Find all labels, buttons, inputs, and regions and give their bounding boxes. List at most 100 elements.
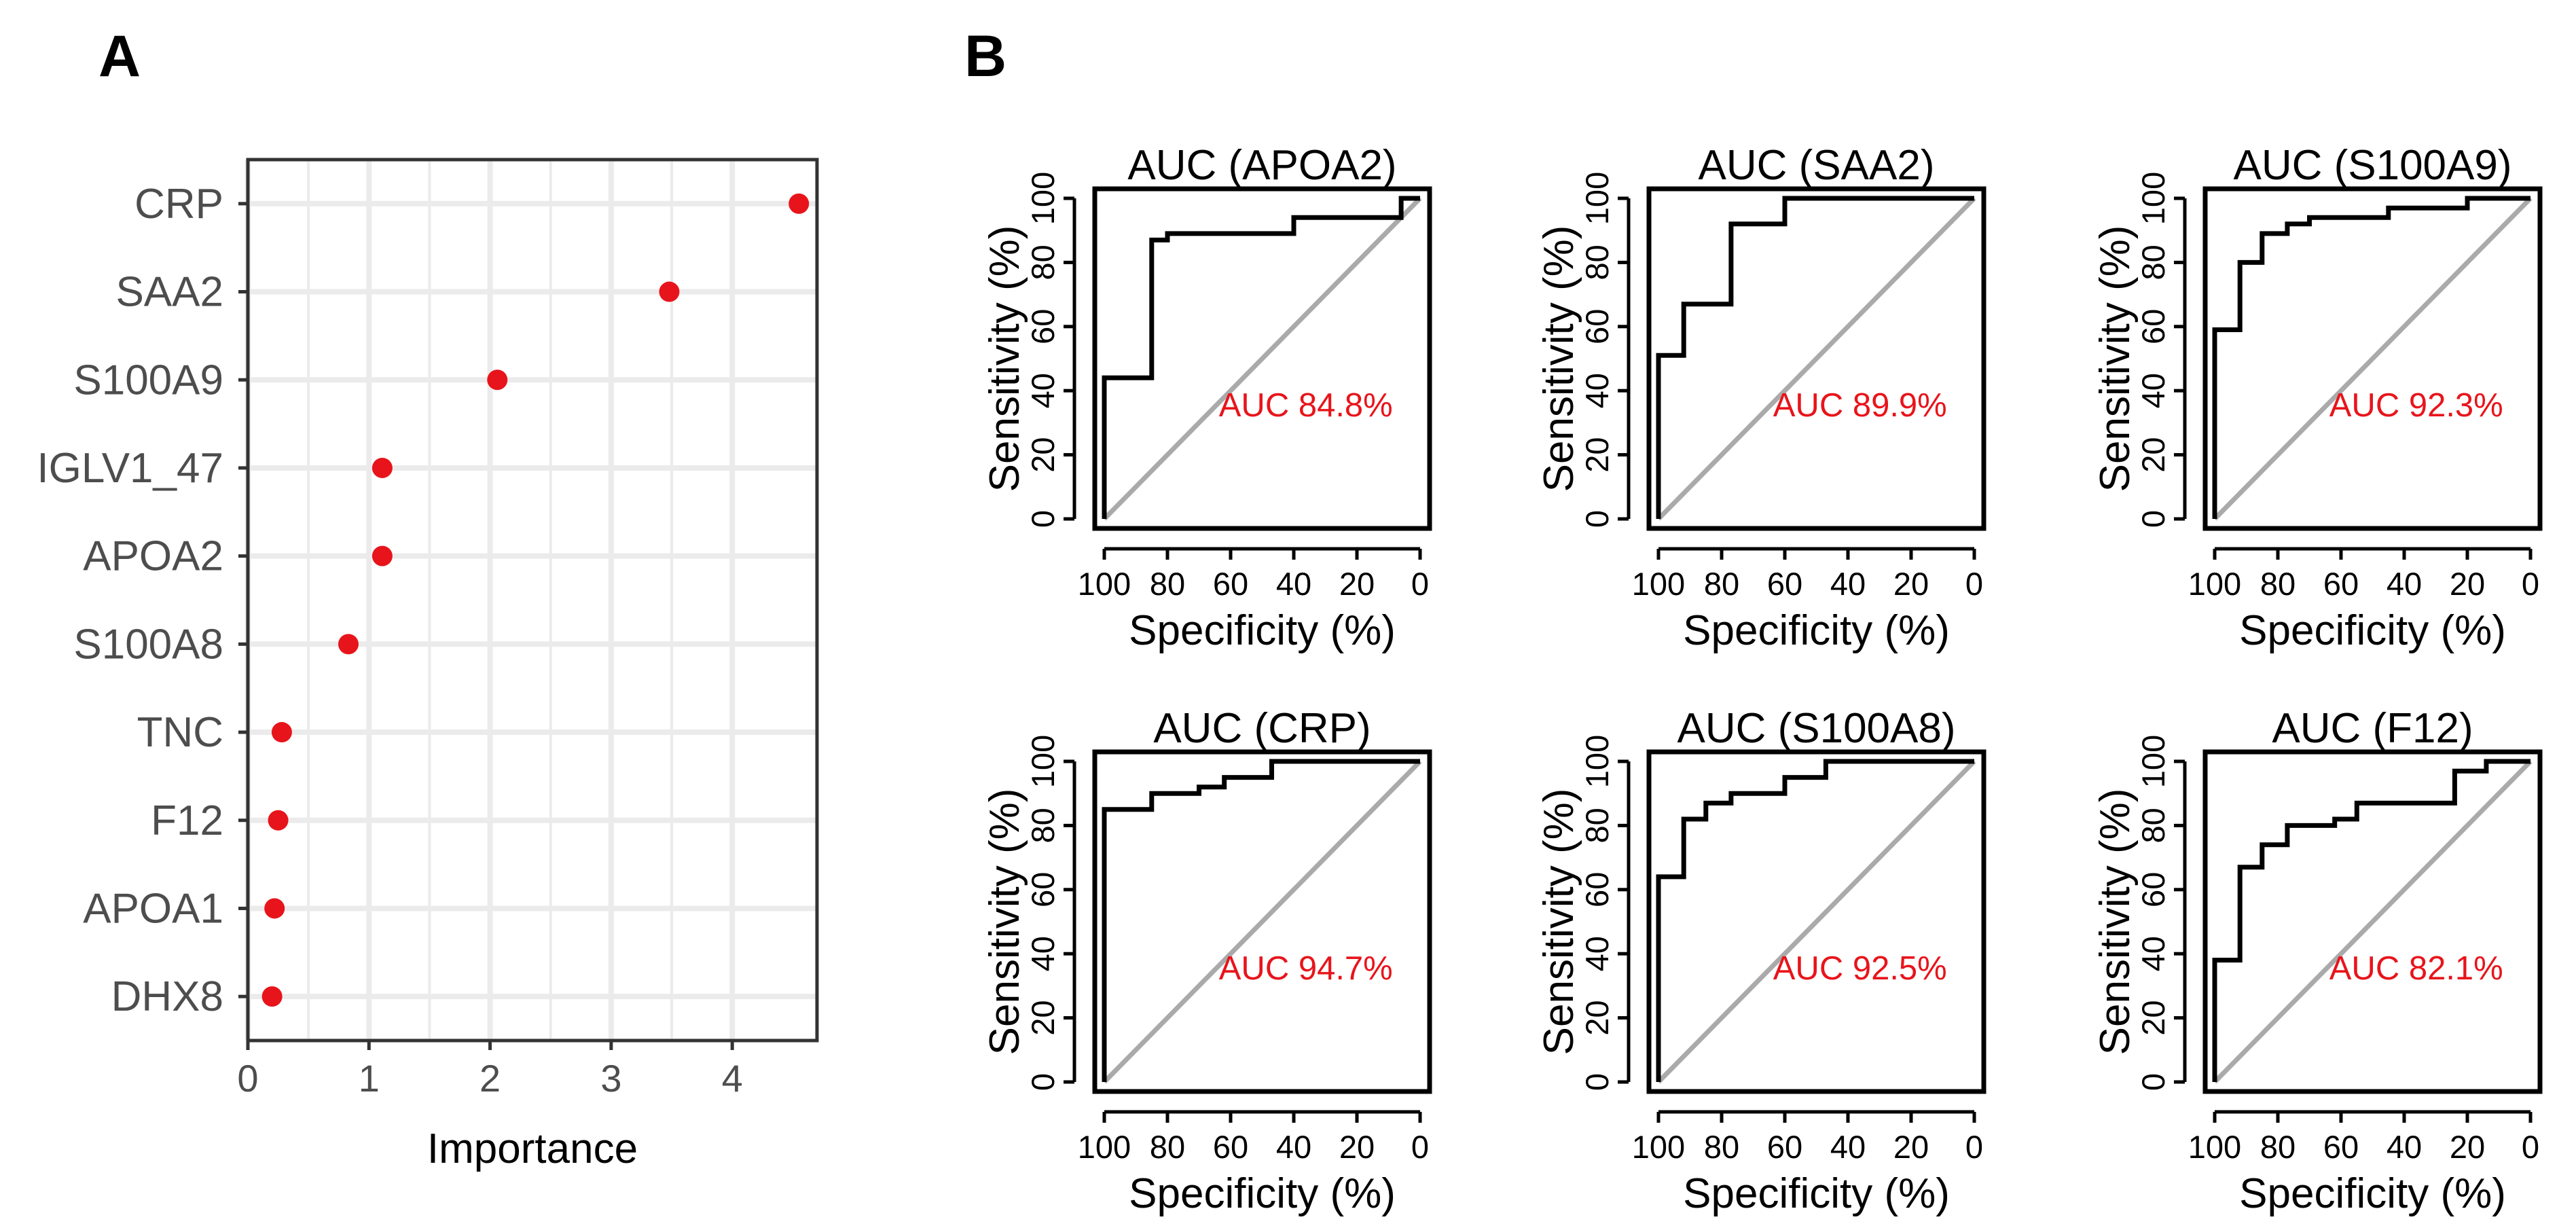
y-tick-label: 0 [1025,1073,1061,1091]
x-tick-label: 60 [2323,566,2359,602]
x-tick-label: 40 [1276,1129,1311,1165]
y-tick-label: 100 [2135,172,2171,225]
x-tick-label: 0 [237,1057,258,1100]
x-tick-label: 100 [2188,1129,2241,1165]
data-point [338,634,359,655]
x-tick-label: 20 [1339,1129,1375,1165]
y-axis-title: Sensitivity (%) [1536,789,1582,1055]
y-tick-label: 80 [2135,808,2171,843]
x-tick-label: 1 [359,1057,380,1100]
roc-curve-grid: AUC (APOA2)AUC 84.8%020406080100Sensitiv… [981,142,2543,1217]
plot-frame [1092,749,1432,1094]
x-tick-label: 40 [1276,566,1311,602]
x-tick-label: 20 [1893,1129,1929,1165]
y-axis-title: Sensitivity (%) [981,789,1028,1055]
y-tick-label: 20 [2135,437,2171,472]
x-tick-label: 40 [1830,566,1866,602]
y-tick-label: 20 [1025,437,1061,472]
y-tick-label: 60 [2135,872,2171,907]
auc-label: AUC 92.3% [2329,387,2503,424]
roc-curve [1102,759,1420,1082]
y-tick-label: 20 [2135,1000,2171,1035]
auc-label: AUC 84.8% [1219,387,1393,424]
reference-diagonal [1656,759,1976,1084]
reference-diagonal [1102,759,1422,1084]
roc-curve [1656,759,1974,1082]
reference-diagonal [1102,196,1422,521]
x-tick-label: 100 [1078,1129,1131,1165]
plot-frame [2202,186,2543,531]
plot-area [248,160,817,1041]
y-tick-label: 20 [1579,437,1615,472]
reference-diagonal [2213,196,2533,521]
x-tick-label: 80 [1150,1129,1185,1165]
x-tick-label: 40 [1830,1129,1866,1165]
x-tick-label: 0 [1965,566,1983,602]
x-tick-label: 60 [2323,1129,2359,1165]
x-axis-title: Specificity (%) [2239,1170,2506,1217]
x-tick-label: 60 [1213,566,1248,602]
x-axis-title: Specificity (%) [1683,607,1950,654]
plot-frame [1646,186,1987,531]
y-axis-title: Sensitivity (%) [2092,789,2139,1055]
x-tick-label: 80 [1150,566,1185,602]
x-tick-label: 40 [2387,1129,2422,1165]
y-tick-label: 100 [1025,172,1061,225]
subplot-title: AUC (APOA2) [1127,142,1396,189]
x-tick-label: 3 [600,1057,621,1100]
y-axis-title: Sensitivity (%) [1536,225,1582,492]
roc-subplot: AUC (CRP)AUC 94.7%020406080100Sensitivit… [981,705,1432,1217]
data-point [788,193,810,214]
x-axis-title: Specificity (%) [1129,607,1396,654]
panel-label-a: A [98,24,141,89]
x-tick-label: 0 [2522,1129,2539,1165]
y-tick-label: 20 [1579,1000,1615,1035]
y-tick-label: 0 [1025,510,1061,528]
x-tick-label: 0 [2522,566,2539,602]
subplot-title: AUC (SAA2) [1699,142,1935,189]
x-tick-label: 80 [1704,1129,1739,1165]
plot-frame [2202,749,2543,1094]
y-tick-label: 40 [1579,373,1615,408]
roc-subplot: AUC (SAA2)AUC 89.9%020406080100Sensitivi… [1536,142,1987,654]
y-tick-label: 40 [2135,936,2171,971]
y-tick-label: 20 [1025,1000,1061,1035]
x-tick-label: 40 [2387,566,2422,602]
x-axis-title: Importance [427,1125,638,1172]
auc-label: AUC 89.9% [1773,387,1947,424]
plot-frame [1092,186,1432,531]
data-point [371,457,393,478]
x-tick-label: 20 [2450,1129,2485,1165]
x-tick-label: 20 [1339,566,1375,602]
subplot-title: AUC (S100A9) [2233,142,2511,189]
data-point [268,810,289,831]
y-tick-label: 40 [1025,936,1061,971]
y-tick-label: APOA2 [83,533,223,580]
y-tick-label: 60 [2135,309,2171,344]
data-point [264,898,285,919]
plot-frame [1646,749,1987,1094]
panel-label-b: B [964,24,1006,89]
data-point [271,722,292,743]
x-axis-title: Specificity (%) [2239,607,2506,654]
y-tick-label: TNC [137,709,223,756]
y-tick-label: S100A8 [73,621,223,668]
y-tick-label: 0 [1579,1073,1615,1091]
x-tick-label: 100 [2188,566,2241,602]
x-tick-label: 100 [1632,1129,1685,1165]
auc-label: AUC 82.1% [2329,950,2503,987]
y-tick-label: 80 [1025,245,1061,280]
reference-diagonal [2213,759,2533,1084]
y-tick-label: 100 [1025,735,1061,788]
y-axis-title: Sensitivity (%) [2092,225,2139,492]
y-tick-label: 0 [1579,510,1615,528]
roc-curve [2212,196,2530,519]
x-tick-label: 100 [1632,566,1685,602]
x-tick-label: 80 [2260,566,2296,602]
y-tick-label: 80 [1025,808,1061,843]
subplot-title: AUC (CRP) [1153,705,1371,752]
y-tick-label: 60 [1025,309,1061,344]
x-tick-label: 80 [1704,566,1739,602]
y-tick-label: IGLV1_47 [37,445,223,492]
